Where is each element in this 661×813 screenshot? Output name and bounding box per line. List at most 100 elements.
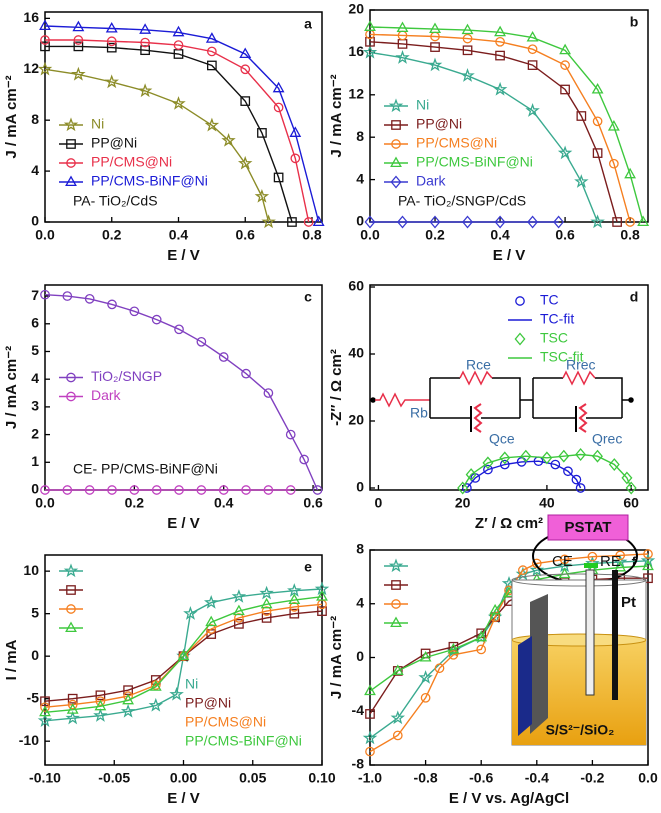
marker — [590, 214, 605, 229]
marker — [364, 215, 376, 229]
marker — [39, 705, 51, 717]
y-tick-label: 7 — [31, 287, 39, 303]
marker — [205, 32, 218, 43]
marker — [462, 483, 472, 493]
marker — [492, 81, 508, 96]
marker — [365, 36, 375, 47]
marker — [575, 447, 587, 462]
marker — [66, 372, 76, 383]
marker — [637, 215, 650, 227]
marker — [390, 616, 402, 628]
series — [364, 20, 650, 227]
marker — [364, 684, 376, 696]
marker — [558, 567, 571, 579]
marker — [285, 485, 296, 495]
marker — [234, 619, 244, 629]
y-tick-label: 10 — [23, 562, 39, 578]
legend — [384, 558, 408, 628]
x-tick-label: 0.10 — [308, 770, 335, 786]
marker — [529, 562, 545, 577]
series — [40, 41, 297, 227]
marker — [260, 597, 273, 609]
marker — [447, 642, 460, 654]
marker — [140, 45, 150, 56]
marker — [172, 25, 185, 37]
marker — [418, 670, 433, 684]
marker — [66, 585, 76, 595]
marker — [273, 102, 284, 113]
marker — [37, 61, 53, 76]
legend: TiO₂/SNGP Dark — [59, 368, 162, 403]
y-axis-label: I / mA — [3, 639, 20, 680]
panel: 0.0 0.2 0.4 0.6 0 1 2 3 4 5 6 7 E / V J / mA cm⁻² c CE-… — [3, 284, 323, 532]
panel-letter: e — [304, 559, 312, 575]
marker — [396, 21, 409, 33]
y-tick-label: 12 — [348, 86, 364, 102]
marker — [609, 158, 619, 169]
legend-label: PP/CMS-BiNF@Ni — [416, 154, 533, 170]
series — [362, 44, 605, 229]
marker — [391, 120, 401, 130]
marker — [420, 692, 431, 703]
marker — [71, 66, 86, 81]
resistor — [562, 370, 596, 386]
y-tick-label: 12 — [23, 60, 39, 76]
y-tick-label: -5 — [27, 689, 40, 705]
marker — [365, 746, 375, 757]
marker — [614, 560, 627, 572]
marker — [183, 606, 198, 620]
marker — [575, 483, 586, 493]
marker — [240, 96, 251, 106]
marker — [482, 456, 494, 470]
legend: Ni PP@Ni PP/CMS@Ni PP/CMS-BiNF@Ni — [59, 116, 208, 189]
legend: TC TC-fit TSC TSC-fit — [508, 292, 584, 365]
marker — [174, 324, 184, 335]
x-axis-label: E / V — [167, 515, 200, 532]
marker — [261, 214, 276, 229]
marker — [288, 593, 301, 605]
marker — [489, 603, 502, 615]
marker — [391, 139, 401, 149]
x-tick-label: 0.6 — [236, 227, 256, 243]
plot-frame — [369, 9, 649, 223]
y-tick-label: 0 — [31, 481, 39, 497]
marker — [612, 554, 628, 569]
marker — [591, 82, 604, 94]
marker — [625, 481, 637, 495]
cell-diagram: PSTAT CE RE Pt S/S²⁻/SiO₂ — [511, 514, 647, 746]
panel: -0.10 -0.05 0.00 0.05 0.10 -10 -5 0 5 10 E / V I / … — [3, 554, 336, 807]
marker — [390, 710, 406, 725]
x-tick-label: -0.10 — [29, 770, 61, 786]
marker — [571, 474, 582, 485]
x-tick-label: -0.05 — [98, 770, 130, 786]
marker — [84, 294, 95, 304]
marker — [84, 485, 95, 495]
marker — [174, 485, 184, 495]
circuit: Rb Rce Qce Rrec Qrec — [370, 357, 634, 447]
series-line — [44, 68, 270, 223]
marker — [62, 485, 73, 495]
marker — [434, 663, 445, 674]
series — [39, 19, 325, 227]
series-line — [45, 45, 293, 223]
marker — [391, 664, 404, 675]
x-tick-label: 0.0 — [35, 227, 55, 243]
marker — [207, 60, 217, 71]
legend-label: Ni — [416, 97, 429, 113]
reference-electrode — [585, 569, 595, 696]
y-axis-label: -Z″ / Ω cm² — [328, 349, 345, 426]
marker — [592, 148, 603, 158]
marker — [204, 117, 220, 132]
legend-label: PP@Ni — [91, 135, 137, 151]
y-tick-label: 3 — [31, 398, 39, 414]
marker — [553, 215, 565, 229]
plot-frame — [44, 284, 323, 491]
marker — [107, 299, 117, 310]
x-tick-label: -0.8 — [414, 770, 438, 786]
marker — [93, 708, 108, 722]
marker — [526, 30, 539, 42]
marker — [73, 35, 84, 45]
marker — [397, 215, 408, 229]
panel-letter: a — [304, 16, 312, 32]
